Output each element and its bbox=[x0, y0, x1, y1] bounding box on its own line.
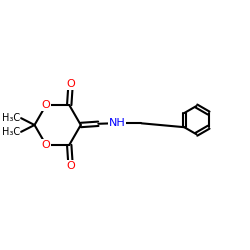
Text: NH: NH bbox=[108, 118, 125, 128]
Text: O: O bbox=[42, 100, 50, 110]
Text: O: O bbox=[66, 161, 75, 171]
Text: O: O bbox=[42, 140, 50, 150]
Text: H₃C: H₃C bbox=[2, 127, 21, 137]
Text: H₃C: H₃C bbox=[2, 113, 21, 123]
Text: O: O bbox=[66, 79, 75, 89]
